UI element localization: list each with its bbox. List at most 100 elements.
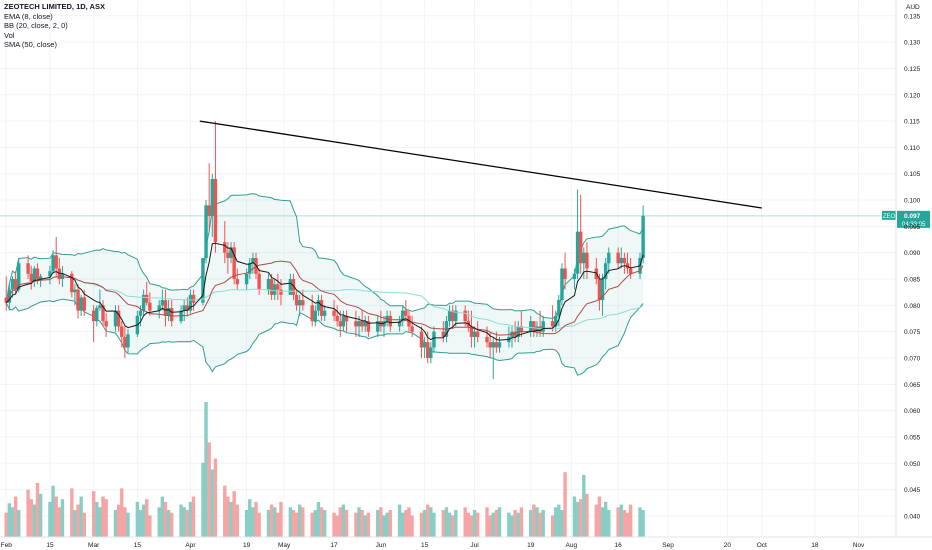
candle-body (616, 252, 620, 264)
volume-bar (363, 515, 367, 537)
candle (622, 252, 627, 274)
candle (322, 305, 327, 322)
candle (145, 281, 149, 306)
x-tick-label: 15 (421, 542, 429, 549)
candle-body (497, 342, 502, 348)
y-tick-label: 0.125 (904, 66, 921, 73)
volume-bar (366, 512, 371, 537)
legend-vol[interactable]: Vol (4, 30, 15, 40)
candle-body (404, 310, 408, 316)
candle (513, 321, 517, 343)
volume-bar (404, 510, 408, 537)
x-tick-label: 15 (134, 542, 142, 549)
volume-bar (310, 512, 314, 537)
candle (79, 294, 83, 316)
candle-body (575, 231, 580, 274)
volume-bar (550, 515, 555, 537)
volume-bar (638, 507, 642, 537)
volume-bar (257, 512, 261, 537)
volume-bar (641, 510, 645, 537)
candle (294, 289, 299, 311)
volume-bar (578, 499, 583, 537)
candle-body (54, 255, 58, 269)
volume-bar (603, 501, 608, 537)
candle (163, 289, 168, 327)
volume-bar (273, 507, 277, 537)
volume-bar (148, 515, 152, 537)
candle (210, 173, 214, 237)
candle-body (535, 326, 539, 332)
candle (563, 252, 567, 290)
candle (332, 300, 336, 322)
candle-body (338, 321, 342, 327)
candle-body (104, 321, 108, 327)
legend-bb[interactable]: BB (20, close, 2, 0) (4, 21, 68, 30)
volume-bar (454, 510, 458, 537)
legend-ema[interactable]: EMA (8, close) (4, 11, 53, 21)
candle-body (185, 305, 190, 311)
volume-bar (335, 515, 339, 537)
volume-bar (379, 507, 383, 537)
volume-bar (291, 510, 296, 537)
volume-bar (276, 512, 280, 537)
candle-body (157, 305, 161, 311)
indicator-legend: ZEOTECH LIMITED, 1D, ASX EMA (8, close) … (4, 2, 105, 50)
overlay: ZEO 0.097 04:33:05 (0, 120, 930, 228)
y-tick-label: 0.050 (904, 461, 921, 468)
candle-body (191, 294, 196, 303)
volume-bar (338, 507, 342, 537)
volume-bar (70, 488, 74, 537)
candle (469, 310, 474, 348)
candle-body (429, 347, 433, 358)
candle (597, 273, 602, 311)
x-tick-label: Jul (470, 542, 479, 549)
candle (276, 273, 280, 301)
candle (557, 294, 561, 327)
candle (70, 271, 74, 298)
candle-body (35, 268, 40, 280)
y-tick-label: 0.040 (904, 513, 921, 520)
candle-body (491, 342, 495, 348)
volume-bar (513, 510, 517, 537)
candle-body (582, 252, 586, 264)
volume-bar (510, 515, 514, 537)
volume-bar (185, 510, 190, 537)
volume-bar (572, 496, 577, 537)
candle (494, 331, 499, 353)
volume-bar (26, 489, 30, 537)
candle-body (519, 326, 524, 332)
candle-body (38, 276, 43, 280)
candle-body (182, 305, 186, 311)
candle-body (488, 342, 492, 348)
candle-body (316, 300, 321, 311)
currency-label: AUD (906, 4, 920, 11)
candle (73, 284, 77, 306)
candle (313, 305, 318, 327)
volume-bar (201, 462, 205, 537)
volume-bar (360, 510, 364, 537)
x-tick-label: Oct (757, 542, 767, 549)
candle (575, 189, 580, 280)
x-axis: Feb 15 Mar 15 Apr 19 May 17 Jun 15 Jul 19 Aug 16 Sep 20… (0, 536, 932, 549)
candle (382, 315, 386, 337)
volume-bar (388, 510, 392, 537)
candle-body (366, 321, 371, 332)
candle (554, 310, 558, 332)
candle-body (310, 305, 314, 322)
candle (141, 289, 146, 316)
volume-bar (213, 458, 218, 537)
candle-body (322, 310, 327, 316)
candle (17, 257, 21, 293)
volume-bar (204, 402, 208, 537)
candle-body (513, 331, 517, 337)
candle-body (529, 321, 533, 332)
candle (560, 263, 564, 306)
candle-body (557, 300, 561, 316)
x-tick-label: Nov (853, 542, 865, 549)
volume-bar (141, 504, 146, 537)
volume-bar (248, 499, 252, 537)
legend-sma[interactable]: SMA (50, close) (4, 40, 57, 49)
candle (447, 305, 452, 327)
